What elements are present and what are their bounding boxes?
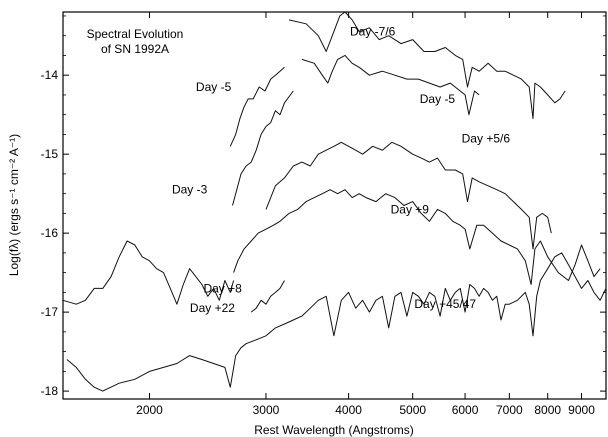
x-tick-label: 3000: [253, 403, 280, 417]
x-axis-label: Rest Wavelength (Angstroms): [254, 423, 414, 437]
spectrum-line: [265, 141, 552, 250]
spectrum-label: Day +45/47: [414, 297, 476, 311]
y-tick-label: -15: [41, 147, 59, 161]
y-tick-label: -14: [41, 68, 59, 82]
spectrum-line: [229, 66, 285, 147]
spectrum-label: Day -7/6: [350, 25, 396, 39]
spectrum-line: [288, 11, 566, 120]
spectrum-label: Day -5: [420, 92, 456, 106]
chart-title-line: Spectral Evolution: [87, 27, 184, 41]
spectrum-label: Day +9: [391, 202, 430, 216]
spectra-series: [62, 11, 607, 392]
x-tick-label: 6000: [452, 403, 479, 417]
x-tick-label: 4000: [335, 403, 362, 417]
plot-frame: [62, 11, 607, 400]
spectrum-line: [301, 54, 480, 116]
y-tick-label: -18: [41, 384, 59, 398]
x-tick-label: 2000: [136, 403, 163, 417]
spectrum-line: [62, 240, 235, 305]
spectrum-label: Day -5: [196, 80, 232, 94]
y-tick-label: -17: [41, 305, 59, 319]
spectrum-line: [232, 90, 294, 206]
spectrum-label: Day +5/6: [462, 131, 511, 145]
spectrum-label: Day +22: [190, 301, 235, 315]
x-tick-label: 5000: [399, 403, 426, 417]
spectrum-label: Day +8: [203, 281, 242, 295]
chart-title-line: of SN 1992A: [101, 42, 169, 56]
spectrum-line: [250, 280, 285, 313]
x-tick-label: 9000: [568, 403, 595, 417]
axis-ticks: 2000 3000 4000 5000 6000 7000 8000 9000 -14 -15 -1…: [41, 12, 606, 417]
spectrum-line: [66, 252, 607, 392]
y-tick-label: -16: [41, 226, 59, 240]
x-tick-label: 7000: [496, 403, 523, 417]
spectrum-line: [233, 189, 601, 285]
spectrum-labels: Day -7/6 Day -5 Day -5 Day +5/6 Day -3 Day +9…: [172, 25, 510, 315]
x-tick-label: 8000: [534, 403, 561, 417]
spectrum-label: Day -3: [172, 183, 208, 197]
y-axis-label: Log(fλ) (ergs s⁻¹ cm⁻² A⁻¹): [7, 134, 21, 276]
